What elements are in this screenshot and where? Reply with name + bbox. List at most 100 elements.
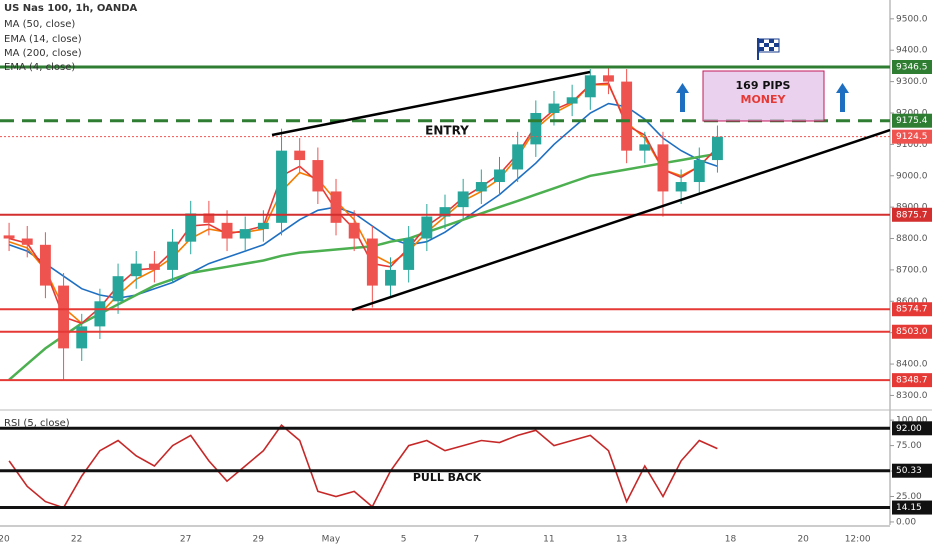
level-label-box [892,113,932,128]
candle-body [94,301,106,327]
level-label-box [892,500,932,515]
candle-body [494,169,505,183]
candle-body [21,238,33,245]
candle-body [403,238,415,270]
candle-body [58,285,70,349]
level-label: 50.33 [896,466,922,476]
candle-body [276,150,287,223]
level-label-box [892,463,932,478]
legend-entry: MA (50, close) [4,19,75,30]
finish-flag [757,38,780,60]
level-label-box [892,421,932,436]
arrow-right [836,83,849,112]
level-label: 8348.7 [896,376,928,386]
x-tick-label: 13 [616,535,627,545]
level-label-box [892,129,932,144]
candle-body [203,213,215,223]
x-tick-label: 22 [71,535,82,545]
y-tick-label: 0.00 [896,517,916,527]
rsi-title: RSI (5, close) [4,418,70,429]
level-label: 8875.7 [896,210,928,220]
level-label-box [892,373,932,388]
candle-body [675,182,687,192]
target-box [702,70,825,122]
candle-body [530,112,542,145]
candle-body [457,191,469,208]
plot-layer: 8300.08400.08500.08600.08700.08800.08900… [0,14,932,545]
candle-body [130,263,142,277]
y-tick-label: 9100.0 [896,140,928,150]
level-label-box [892,302,932,317]
candle-body [312,160,324,192]
target-note: MONEY [741,93,787,106]
candle-body [657,144,669,192]
candle-body [148,263,160,270]
trend-line-upper [271,70,591,137]
x-tick-label: 7 [473,535,479,545]
level-label: 9124.5 [896,132,928,142]
y-tick-label: 9000.0 [896,171,928,181]
y-tick-label: 8400.0 [896,360,928,370]
candle-body [421,216,433,239]
legend-entry: EMA (4, close) [4,62,75,73]
arrow-left [676,83,689,112]
candle-body [330,191,342,223]
level-label-box [892,324,932,339]
y-tick-label: 9500.0 [896,14,928,24]
chart-title: US Nas 100, 1h, OANDA [4,3,138,14]
y-tick-label: 100.00 [896,416,928,426]
candle-body [621,81,633,151]
candle-body [566,97,578,104]
x-tick-label: 11 [543,535,554,545]
candle-body [385,269,396,286]
level-label-box [892,207,932,222]
level-label: 92.00 [896,424,922,434]
legend-entry: MA (200, close) [4,48,82,59]
candle-body [693,160,705,183]
candle-body [185,213,197,242]
candle-body [112,276,124,302]
candle-body [639,144,651,151]
pull-back-label: PULL BACK [413,471,482,484]
candle-body [221,222,233,239]
x-tick-label: 5 [401,535,407,545]
legend-entry: EMA (14, close) [4,34,82,45]
candle-body [439,207,451,217]
y-tick-label: 25.00 [896,492,922,502]
y-tick-label: 8300.0 [896,391,928,401]
candle-body [712,136,723,161]
entry-label: ENTRY [425,124,469,138]
rsi-line [8,424,718,509]
x-tick-label: 27 [180,535,191,545]
y-tick-label: 8700.0 [896,265,928,275]
x-tick-label: 18 [725,535,737,545]
y-tick-label: 9300.0 [896,77,928,87]
x-tick-label: 29 [253,535,265,545]
candle-body [294,150,306,161]
candle-body [548,103,560,113]
x-tick-label: May [322,535,341,545]
y-tick-label: 9400.0 [896,46,928,56]
candle-body [366,238,378,286]
level-label: 14.15 [896,503,922,513]
y-tick-label: 8800.0 [896,234,928,244]
candle-body [3,235,15,239]
level-label-box [892,60,932,75]
y-tick-label: 8600.0 [896,297,928,307]
candle-body [167,241,178,270]
x-tick-label: 20 [0,535,10,545]
indicator-line [8,102,718,300]
candle-body [475,182,487,192]
level-label: 8503.0 [896,327,928,337]
y-tick-label: 9200.0 [896,108,928,118]
trend-line-lower [351,128,891,312]
level-label: 8574.7 [896,305,928,315]
candle-body [239,229,251,239]
candle-body [348,222,360,239]
level-label: 9346.5 [896,63,928,73]
candle-body [39,244,51,286]
candle-body [257,222,269,230]
y-tick-label: 8900.0 [896,203,928,213]
level-label: 9175.4 [896,116,928,126]
